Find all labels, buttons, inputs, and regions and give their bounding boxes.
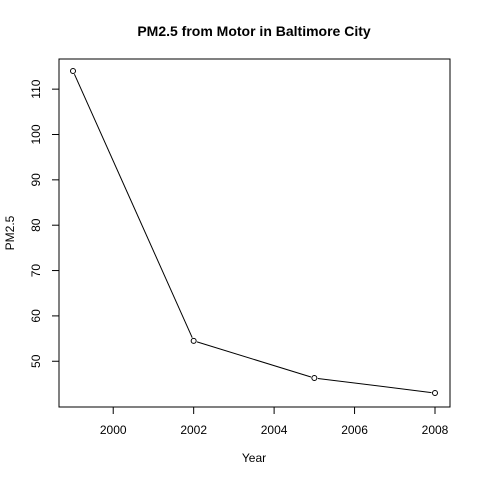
y-tick-label: 70 bbox=[29, 264, 43, 278]
y-tick-label: 90 bbox=[29, 173, 43, 187]
data-point bbox=[190, 337, 197, 344]
y-tick-label: 100 bbox=[29, 124, 43, 144]
y-tick-label: 60 bbox=[29, 309, 43, 323]
x-axis-label: Year bbox=[242, 451, 266, 465]
plot-frame bbox=[58, 58, 451, 408]
y-axis: 50 60 70 80 90 100 110 bbox=[29, 79, 59, 368]
data-point bbox=[311, 375, 318, 382]
x-axis: 2000 2002 2004 2006 2008 bbox=[100, 407, 449, 437]
y-tick-label: 110 bbox=[29, 79, 43, 98]
y-axis-label: PM2.5 bbox=[3, 215, 17, 250]
series-line-segment bbox=[73, 73, 193, 338]
x-tick-label: 2000 bbox=[100, 423, 127, 437]
series-line-segment bbox=[317, 377, 432, 394]
x-tick-label: 2002 bbox=[180, 423, 207, 437]
data-point bbox=[70, 68, 76, 74]
y-tick-label: 80 bbox=[29, 218, 43, 232]
chart-title: PM2.5 from Motor in Baltimore City bbox=[137, 23, 371, 39]
series-pm25 bbox=[70, 68, 438, 396]
series-line-segment bbox=[196, 341, 312, 378]
x-tick-label: 2008 bbox=[422, 423, 449, 437]
x-tick-label: 2004 bbox=[261, 423, 288, 437]
data-point bbox=[432, 390, 438, 396]
y-tick-label: 50 bbox=[29, 354, 43, 368]
x-tick-label: 2006 bbox=[341, 423, 368, 437]
